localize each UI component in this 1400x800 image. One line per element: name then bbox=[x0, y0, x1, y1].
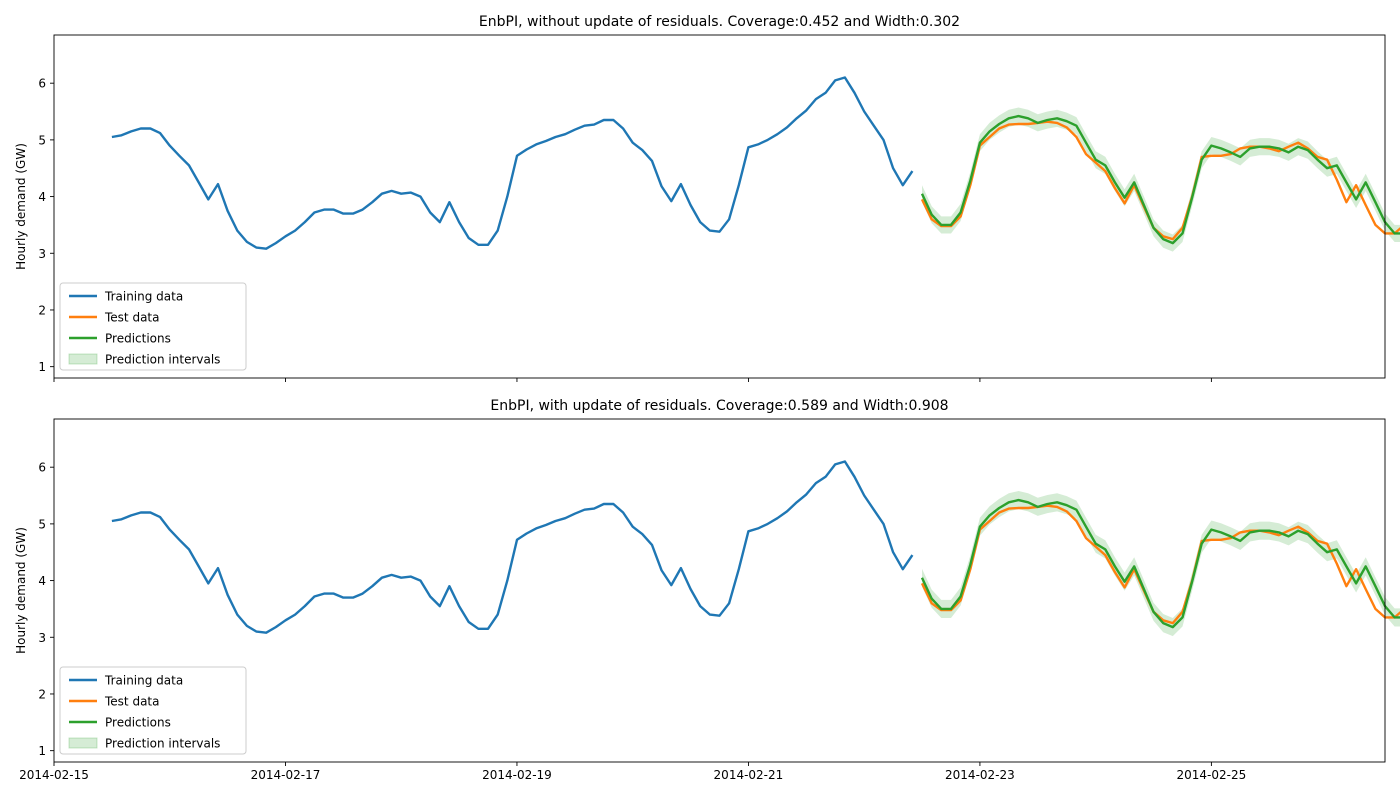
x-tick-label: 2014-02-17 bbox=[251, 768, 321, 782]
prediction-interval-band bbox=[922, 107, 1400, 252]
y-tick-label: 6 bbox=[38, 461, 46, 475]
series-line-training-data bbox=[111, 460, 914, 634]
legend-label: Test data bbox=[104, 695, 159, 709]
top-chart-panel: EnbPI, without update of residuals. Cove… bbox=[14, 14, 1400, 382]
x-tick-label: 2014-02-15 bbox=[19, 768, 89, 782]
legend: Training data Test data Predictions Predict… bbox=[59, 282, 247, 371]
legend-swatch-prediction-intervals bbox=[68, 737, 98, 749]
prediction-interval-band bbox=[922, 491, 1400, 637]
legend-swatch-prediction-intervals bbox=[68, 353, 98, 365]
chart-title: EnbPI, without update of residuals. Cove… bbox=[479, 14, 960, 30]
y-tick-label: 5 bbox=[38, 517, 46, 531]
series-line-test-data bbox=[920, 120, 1400, 241]
legend-box bbox=[59, 666, 247, 755]
legend-label: Prediction intervals bbox=[105, 737, 220, 751]
legend-label: Training data bbox=[104, 674, 183, 688]
series-line-test-data bbox=[920, 504, 1400, 625]
y-tick-label: 4 bbox=[38, 574, 46, 588]
legend: Training data Test data Predictions Predict… bbox=[59, 666, 247, 755]
legend-label: Prediction intervals bbox=[105, 353, 220, 367]
y-axis-label: Hourly demand (GW) bbox=[14, 143, 28, 270]
legend-label: Predictions bbox=[105, 716, 171, 730]
bottom-chart-panel: EnbPI, with update of residuals. Coverag… bbox=[14, 398, 1400, 782]
series-line-predictions bbox=[920, 114, 1400, 245]
y-tick-label: 3 bbox=[38, 247, 46, 261]
x-tick-label: 2014-02-19 bbox=[482, 768, 552, 782]
chart-title: EnbPI, with update of residuals. Coverag… bbox=[490, 398, 948, 414]
y-tick-label: 1 bbox=[38, 744, 46, 758]
axes-frame bbox=[53, 418, 1386, 763]
y-tick-label: 5 bbox=[38, 133, 46, 147]
x-tick-label: 2014-02-21 bbox=[714, 768, 784, 782]
legend-label: Test data bbox=[104, 311, 159, 325]
y-axis-label: Hourly demand (GW) bbox=[14, 527, 28, 654]
series-line-predictions bbox=[920, 498, 1400, 629]
legend-label: Training data bbox=[104, 290, 183, 304]
x-tick-label: 2014-02-23 bbox=[945, 768, 1015, 782]
legend-label: Predictions bbox=[105, 332, 171, 346]
axes-frame bbox=[53, 34, 1386, 379]
y-tick-label: 2 bbox=[38, 687, 46, 701]
x-tick-label: 2014-02-25 bbox=[1177, 768, 1247, 782]
y-tick-label: 3 bbox=[38, 631, 46, 645]
y-tick-label: 6 bbox=[38, 77, 46, 91]
y-tick-label: 1 bbox=[38, 360, 46, 374]
legend-box bbox=[59, 282, 247, 371]
series-line-training-data bbox=[111, 76, 914, 250]
y-tick-label: 2 bbox=[38, 303, 46, 317]
y-tick-label: 4 bbox=[38, 190, 46, 204]
